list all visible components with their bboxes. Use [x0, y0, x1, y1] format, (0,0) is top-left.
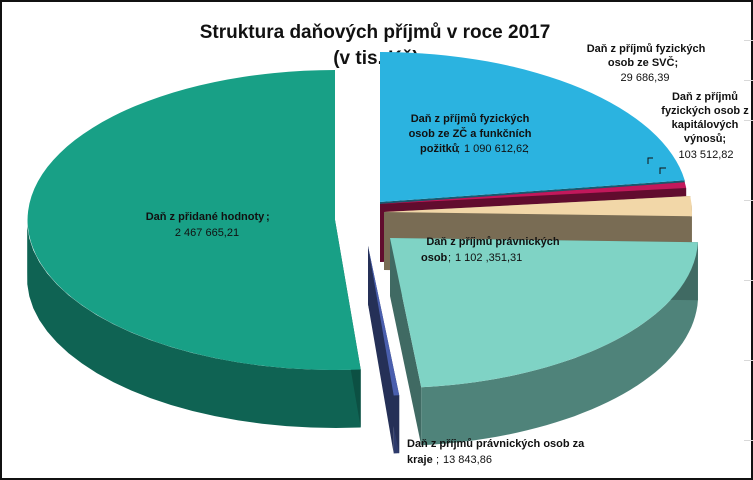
slice-top — [380, 182, 687, 204]
svg-text:;: ; — [448, 252, 451, 264]
pie-slices — [27, 52, 698, 454]
slice-value: 29 686,39 — [621, 72, 670, 84]
gridline — [744, 120, 753, 121]
chart-title: Struktura daňových příjmů v roce 2017 — [200, 22, 551, 43]
slice-label-line: kapitálových — [672, 119, 739, 131]
data-label-dppo-kraje: Daň z příjmů právnických osob za kraje ;… — [407, 438, 585, 466]
slice-label-line: Daň z příjmů fyzických — [587, 43, 706, 55]
slice-label-line: výnosů; — [684, 133, 726, 145]
svg-text:;: ; — [457, 143, 460, 155]
gridline — [744, 280, 753, 281]
slice-label-line: kraje — [407, 454, 433, 466]
slice-side — [27, 214, 361, 428]
slice-label-line: Daň z příjmů právnických — [426, 236, 560, 248]
slice-label-line: osob — [421, 252, 448, 264]
data-label-dph: Daň z přidané hodnoty ; 2 467 665,21 — [146, 211, 270, 239]
slice-label-line: fyzických osob z — [661, 105, 749, 117]
data-label-dpfo-kap: Daň z příjmů fyzických osob z kapitálový… — [661, 91, 749, 161]
slice-label-line: osob ze ZČ a funkčních — [409, 127, 532, 140]
slice-top — [390, 238, 698, 388]
svg-text:;: ; — [266, 211, 270, 223]
slice-label-line: požitků — [420, 143, 459, 155]
slice-top — [368, 246, 400, 396]
gridline — [744, 360, 753, 361]
data-label-dppo: Daň z příjmů právnických osob ; 1 102 ,3… — [421, 236, 560, 264]
slice-top — [380, 52, 685, 202]
slice-value: 103 512,82 — [678, 149, 733, 161]
slice-top — [384, 196, 693, 217]
svg-text:;: ; — [526, 143, 529, 155]
gridline — [744, 40, 753, 41]
slice-label-line: Daň z příjmů — [672, 91, 738, 103]
slice-value: 13 843,86 — [443, 454, 492, 466]
data-label-dpfo-zc: Daň z příjmů fyzických osob ze ZČ a funk… — [409, 113, 532, 155]
leader-line — [647, 157, 653, 164]
slice-label-line: osob ze SVČ; — [608, 56, 678, 69]
slice-side — [421, 242, 698, 446]
slice-value: 1 090 612,62 — [464, 143, 528, 155]
slice-top — [27, 70, 361, 370]
slice-value: 2 467 665,21 — [175, 227, 239, 239]
gridline — [744, 440, 753, 441]
slice-wall — [368, 246, 394, 454]
slice-wall — [390, 238, 422, 446]
slice-dppo — [390, 238, 698, 446]
gridline — [744, 200, 753, 201]
data-label-dpfo-svc: Daň z příjmů fyzických osob ze SVČ; 29 6… — [587, 43, 706, 84]
slice-dph — [27, 70, 361, 428]
gridline — [744, 80, 753, 81]
slice-label-line: Daň z příjmů právnických osob za — [407, 438, 585, 450]
leader-line — [659, 167, 666, 174]
slice-label: Daň z přidané hodnoty — [146, 211, 265, 223]
slice-label-line: Daň z příjmů fyzických — [411, 113, 530, 125]
slice-dppo-kraje — [368, 246, 400, 454]
slice-value: 1 102 ,351,31 — [455, 252, 522, 264]
svg-text:;: ; — [436, 454, 439, 466]
